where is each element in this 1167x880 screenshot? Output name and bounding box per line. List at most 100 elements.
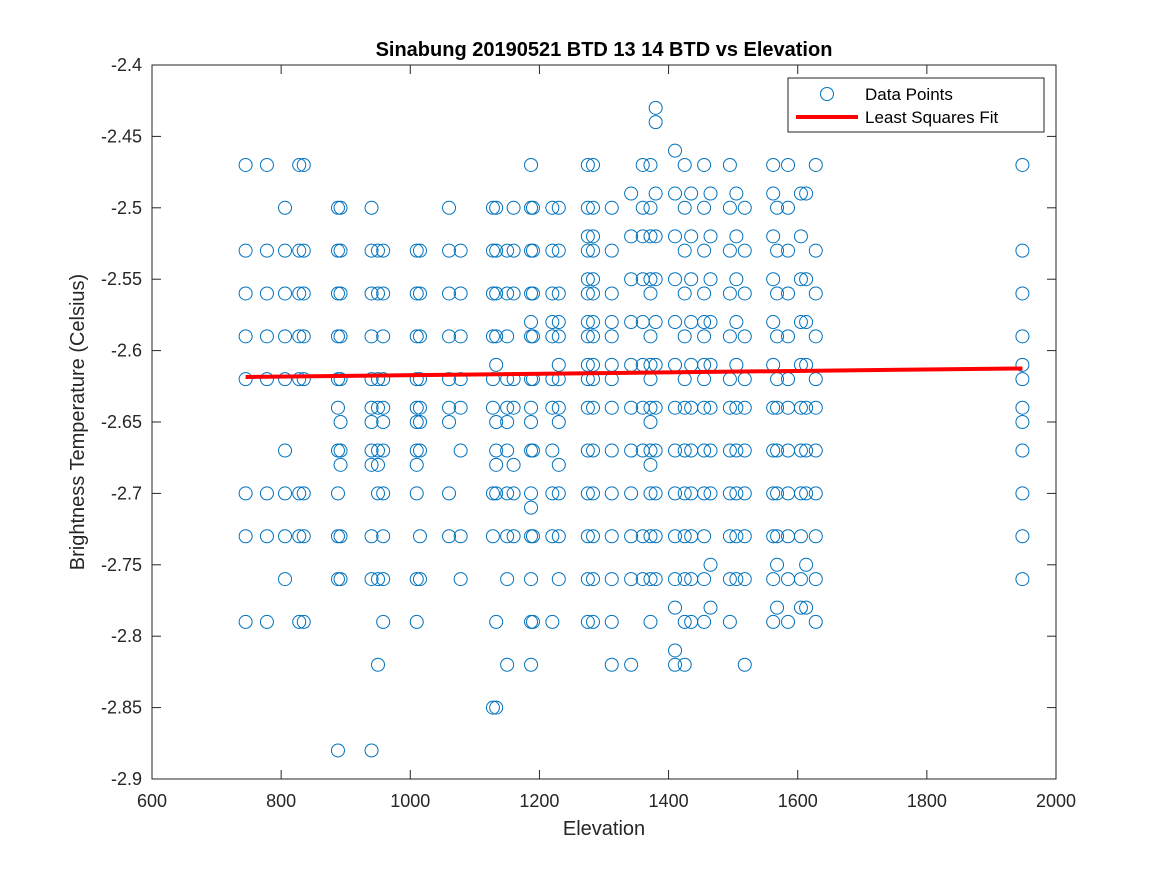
data-point [296, 529, 311, 544]
data-point [551, 200, 566, 215]
data-point [624, 315, 639, 330]
data-point [278, 572, 293, 587]
data-point [604, 486, 619, 501]
data-point [648, 572, 663, 587]
data-point [333, 372, 348, 387]
data-point [506, 529, 521, 544]
data-point [668, 572, 683, 587]
data-point [376, 372, 391, 387]
data-point [677, 657, 692, 672]
data-point [238, 157, 253, 172]
data-point [770, 529, 785, 544]
data-point [545, 614, 560, 629]
data-point [489, 457, 504, 472]
data-point [586, 272, 601, 287]
data-point [238, 529, 253, 544]
data-point [545, 286, 560, 301]
data-point [586, 443, 601, 458]
data-point [442, 372, 457, 387]
data-point [643, 272, 658, 287]
data-point [330, 400, 345, 415]
data-point [333, 415, 348, 429]
data-point [766, 186, 781, 201]
data-point [292, 329, 307, 344]
data-point [668, 529, 683, 544]
data-point [586, 200, 601, 215]
data-point [635, 157, 650, 172]
data-point [453, 529, 468, 544]
data-point [793, 600, 808, 615]
y-tick-label: -2.65 [101, 412, 142, 432]
data-point [551, 486, 566, 501]
data-point [412, 372, 427, 387]
data-point [580, 486, 595, 501]
data-point [703, 272, 718, 287]
data-point [648, 100, 663, 115]
data-point [604, 400, 619, 415]
data-point [643, 443, 658, 458]
data-point [525, 200, 540, 215]
data-point [524, 486, 539, 501]
y-axis-ticks: -2.9 -2.85 -2.8 -2.75 -2.7 -2.65 -2.6 -2.55 -2.5… [101, 55, 1056, 789]
data-point [703, 557, 718, 572]
data-point [292, 286, 307, 301]
data-point [500, 443, 515, 458]
data-point [500, 529, 515, 544]
data-point [412, 529, 427, 544]
data-point [551, 572, 566, 587]
data-point [525, 286, 540, 301]
x-tick-label: 1800 [907, 791, 947, 811]
data-point [524, 400, 539, 415]
data-point [737, 329, 752, 344]
data-point [624, 486, 639, 501]
data-point [580, 443, 595, 458]
data-point [668, 229, 683, 244]
data-point [586, 614, 601, 629]
data-point [580, 400, 595, 415]
data-point [737, 529, 752, 544]
data-point [677, 157, 692, 172]
data-point [793, 229, 808, 244]
data-point [364, 372, 379, 387]
chart-title: Sinabung 20190521 BTD 13 14 BTD vs Eleva… [376, 39, 833, 61]
data-point [770, 243, 785, 258]
data-point [668, 486, 683, 501]
data-point [648, 486, 663, 501]
data-point [722, 243, 737, 258]
data-point [770, 600, 785, 615]
data-point [364, 400, 379, 415]
data-point [697, 243, 712, 258]
data-point [278, 286, 293, 301]
data-point [722, 157, 737, 172]
data-point [524, 415, 539, 429]
data-point [808, 443, 823, 458]
data-point [580, 572, 595, 587]
data-point [808, 614, 823, 629]
data-point [648, 400, 663, 415]
data-point [793, 486, 808, 501]
data-point [697, 329, 712, 344]
data-point [296, 486, 311, 501]
x-tick-label: 2000 [1036, 791, 1076, 811]
data-point [703, 186, 718, 201]
data-point [677, 614, 692, 629]
data-point [648, 186, 663, 201]
data-point [506, 243, 521, 258]
data-point [808, 400, 823, 415]
data-point [364, 572, 379, 587]
data-point [524, 315, 539, 330]
legend-box [787, 77, 1045, 133]
data-point [333, 329, 348, 344]
data-point [1015, 400, 1030, 415]
y-tick-label: -2.4 [111, 55, 142, 75]
y-tick-label: -2.45 [101, 126, 142, 146]
data-point [697, 572, 712, 587]
data-point [799, 315, 814, 330]
data-point [668, 400, 683, 415]
data-point [697, 200, 712, 215]
data-point [580, 315, 595, 330]
data-point [697, 486, 712, 501]
data-point [525, 614, 540, 629]
data-point [524, 500, 539, 515]
